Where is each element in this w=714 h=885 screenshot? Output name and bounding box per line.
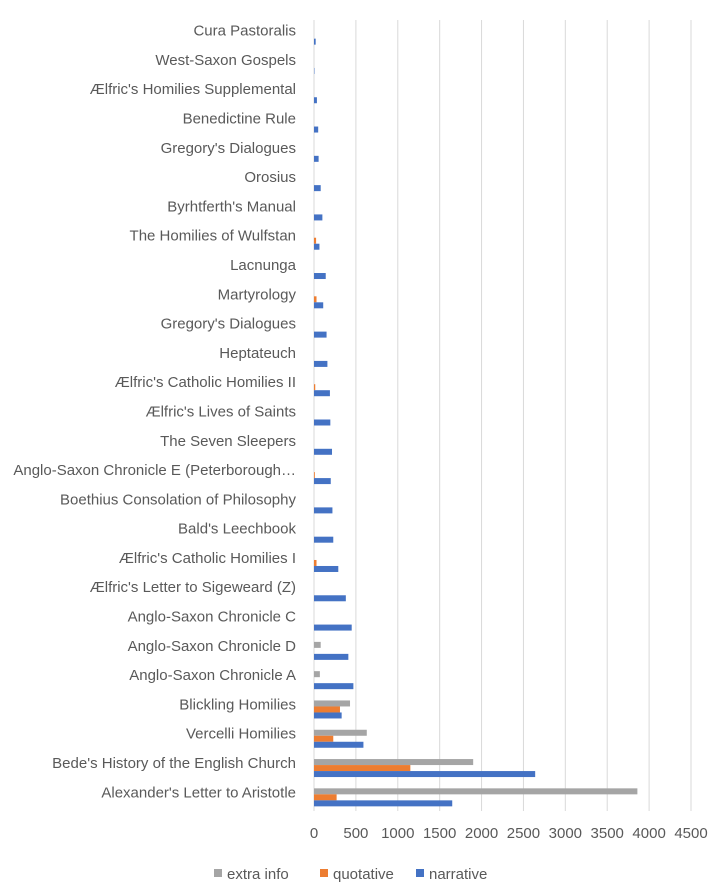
bar-narrative-2 — [314, 97, 317, 104]
bar-quotative-12 — [314, 384, 316, 391]
bar-narrative-22 — [314, 683, 354, 690]
x-tick-label: 4000 — [632, 825, 665, 842]
x-tick-label: 3500 — [591, 825, 624, 842]
bar-narrative-16 — [314, 507, 333, 514]
bar-quotative-23 — [314, 706, 340, 713]
bar-narrative-5 — [314, 185, 321, 192]
legend-swatch-extra-info — [214, 869, 222, 877]
bar-extra-info-26 — [314, 788, 638, 795]
bar-narrative-21 — [314, 653, 349, 660]
bar-narrative-9 — [314, 302, 324, 309]
category-label: Anglo-Saxon Chronicle E (Peterborough… — [13, 462, 296, 479]
category-label: West-Saxon Gospels — [155, 52, 296, 69]
x-tick-label: 2500 — [507, 825, 540, 842]
category-label: Anglo-Saxon Chronicle A — [129, 667, 296, 684]
bar-narrative-24 — [314, 741, 364, 748]
bar-narrative-4 — [314, 155, 319, 162]
legend-label-narrative: narrative — [429, 866, 487, 883]
x-tick-label: 2000 — [465, 825, 498, 842]
x-tick-label: 3000 — [549, 825, 582, 842]
x-tick-label: 500 — [343, 825, 368, 842]
category-label: Orosius — [244, 169, 296, 186]
bar-quotative-7 — [314, 237, 317, 244]
bar-quotative-18 — [314, 559, 317, 566]
bar-narrative-15 — [314, 478, 331, 485]
bar-narrative-10 — [314, 331, 327, 338]
bar-narrative-26 — [314, 800, 453, 807]
x-axis-ticks: 0 500 1000 1500 2000 2500 3000 3500 4000 4500 — [310, 825, 708, 842]
bar-quotative-26 — [314, 794, 337, 801]
x-tick-label: 1000 — [381, 825, 414, 842]
category-label: Blickling Homilies — [179, 696, 296, 713]
legend-label-quotative: quotative — [333, 866, 394, 883]
legend-swatch-narrative — [416, 869, 424, 877]
bars — [314, 38, 638, 807]
category-label: Ælfric's Homilies Supplemental — [90, 81, 296, 98]
category-labels: Cura Pastoralis West-Saxon Gospels Ælfric'… — [13, 23, 296, 802]
bar-narrative-7 — [314, 243, 320, 250]
legend-label-extra-info: extra info — [227, 866, 289, 883]
category-label: Anglo-Saxon Chronicle C — [128, 609, 297, 626]
category-label: Gregory's Dialogues — [161, 316, 296, 333]
category-label: The Homilies of Wulfstan — [130, 228, 296, 245]
bar-extra-info-25 — [314, 759, 474, 766]
x-tick-label: 0 — [310, 825, 318, 842]
bar-quotative-15 — [314, 472, 315, 479]
category-label: Boethius Consolation of Philosophy — [60, 491, 296, 508]
bar-narrative-8 — [314, 273, 326, 280]
category-label: Ælfric's Catholic Homilies I — [119, 550, 296, 567]
x-tick-label: 4500 — [674, 825, 707, 842]
bar-narrative-18 — [314, 565, 339, 572]
bar-extra-info-22 — [314, 671, 320, 678]
bar-narrative-19 — [314, 595, 346, 602]
bar-narrative-6 — [314, 214, 323, 221]
bar-extra-info-23 — [314, 700, 351, 707]
bar-narrative-14 — [314, 448, 333, 455]
bar-quotative-24 — [314, 735, 334, 742]
bar-narrative-13 — [314, 419, 331, 426]
category-label: Cura Pastoralis — [193, 23, 296, 40]
category-label: Ælfric's Lives of Saints — [146, 403, 296, 420]
legend: extra info quotative narrative — [214, 866, 487, 883]
category-label: Gregory's Dialogues — [161, 140, 296, 157]
category-label: Ælfric's Letter to Sigeweard (Z) — [90, 579, 296, 596]
gridlines — [313, 20, 692, 811]
category-label: Benedictine Rule — [183, 111, 296, 128]
bar-extra-info-21 — [314, 641, 321, 648]
bar-narrative-17 — [314, 536, 334, 543]
category-label: The Seven Sleepers — [160, 433, 296, 450]
category-label: Byrhtferth's Manual — [167, 198, 296, 215]
category-label: Bald's Leechbook — [178, 521, 296, 538]
bar-narrative-25 — [314, 771, 536, 778]
bar-narrative-3 — [314, 126, 319, 133]
x-tick-label: 1500 — [423, 825, 456, 842]
bar-narrative-23 — [314, 712, 342, 719]
bar-quotative-25 — [314, 765, 411, 772]
category-label: Bede's History of the English Church — [52, 755, 296, 772]
bar-narrative-12 — [314, 390, 330, 397]
bar-narrative-11 — [314, 360, 328, 367]
category-label: Vercelli Homilies — [186, 726, 296, 743]
bar-narrative-20 — [314, 624, 352, 631]
category-label: Martyrology — [218, 286, 297, 303]
bar-extra-info-24 — [314, 729, 367, 736]
bar-narrative-0 — [314, 38, 316, 45]
category-label: Heptateuch — [219, 345, 296, 362]
category-label: Anglo-Saxon Chronicle D — [128, 638, 297, 655]
category-label: Alexander's Letter to Aristotle — [101, 784, 296, 801]
category-label: Lacnunga — [230, 257, 297, 274]
category-label: Ælfric's Catholic Homilies II — [115, 374, 296, 391]
legend-swatch-quotative — [320, 869, 328, 877]
bar-quotative-9 — [314, 296, 317, 303]
